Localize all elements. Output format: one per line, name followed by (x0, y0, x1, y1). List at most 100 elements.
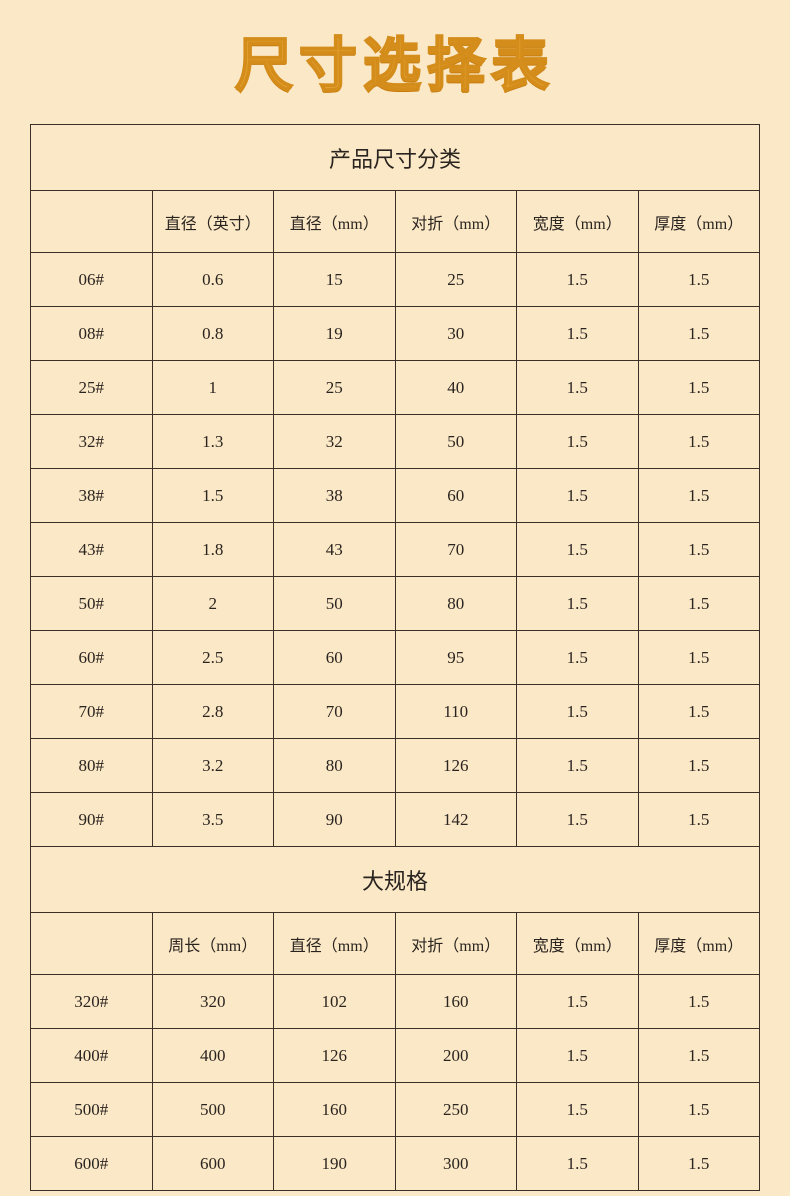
section1-columns-col-0 (31, 191, 153, 253)
section2-cell: 1.5 (638, 1029, 760, 1083)
section1-cell: 1.5 (638, 523, 760, 577)
section1-row: 25#125401.51.5 (31, 361, 760, 415)
section1-cell: 1.5 (517, 577, 639, 631)
section1-cell: 1.5 (638, 685, 760, 739)
section1-cell: 1.5 (517, 793, 639, 847)
section1-cell: 25 (395, 253, 517, 307)
section1-cell: 32 (274, 415, 396, 469)
section1-cell: 32# (31, 415, 153, 469)
section1-columns-col-5: 厚度（mm） (638, 191, 760, 253)
section2-cell: 1.5 (517, 1029, 639, 1083)
section1-cell: 1.5 (517, 685, 639, 739)
section1-cell: 1.3 (152, 415, 274, 469)
section1-columns-col-1: 直径（英寸） (152, 191, 274, 253)
section2-header-cell: 大规格 (31, 847, 760, 913)
size-table-container: 产品尺寸分类直径（英寸）直径（mm）对折（mm）宽度（mm）厚度（mm）06#0… (30, 124, 760, 1191)
section1-cell: 1.5 (638, 739, 760, 793)
section1-cell: 80 (395, 577, 517, 631)
section1-cell: 60# (31, 631, 153, 685)
section1-cell: 1.5 (638, 793, 760, 847)
section1-cell: 90 (274, 793, 396, 847)
section1-cell: 0.8 (152, 307, 274, 361)
section1-cell: 25# (31, 361, 153, 415)
section2-cell: 1.5 (638, 1137, 760, 1191)
section1-cell: 70# (31, 685, 153, 739)
section1-cell: 08# (31, 307, 153, 361)
section1-cell: 1.5 (517, 523, 639, 577)
section1-cell: 3.2 (152, 739, 274, 793)
section1-cell: 1.8 (152, 523, 274, 577)
section2-cell: 600 (152, 1137, 274, 1191)
section1-row: 43#1.843701.51.5 (31, 523, 760, 577)
section1-cell: 2.8 (152, 685, 274, 739)
section1-cell: 1.5 (638, 307, 760, 361)
section1-cell: 3.5 (152, 793, 274, 847)
section1-cell: 19 (274, 307, 396, 361)
section1-row: 32#1.332501.51.5 (31, 415, 760, 469)
section1-cell: 1 (152, 361, 274, 415)
section1-cell: 126 (395, 739, 517, 793)
section1-cell: 30 (395, 307, 517, 361)
section1-columns-col-3: 对折（mm） (395, 191, 517, 253)
section1-cell: 70 (274, 685, 396, 739)
section1-cell: 06# (31, 253, 153, 307)
section1-cell: 1.5 (517, 415, 639, 469)
section1-cell: 50# (31, 577, 153, 631)
section2-columns-col-3: 对折（mm） (395, 913, 517, 975)
section1-cell: 142 (395, 793, 517, 847)
section2-cell: 1.5 (517, 975, 639, 1029)
section2-cell: 1.5 (517, 1083, 639, 1137)
section1-cell: 80# (31, 739, 153, 793)
section2-cell: 320# (31, 975, 153, 1029)
section2-cell: 250 (395, 1083, 517, 1137)
section2-cell: 1.5 (517, 1137, 639, 1191)
section2-columns-col-0 (31, 913, 153, 975)
section1-cell: 1.5 (638, 469, 760, 523)
section1-cell: 1.5 (517, 361, 639, 415)
section1-row: 06#0.615251.51.5 (31, 253, 760, 307)
section2-header: 大规格 (31, 847, 760, 913)
section2-cell: 400 (152, 1029, 274, 1083)
page-title: 尺寸选择表 (0, 0, 790, 112)
section1-cell: 43 (274, 523, 396, 577)
section2-row: 400#4001262001.51.5 (31, 1029, 760, 1083)
section2-cell: 1.5 (638, 975, 760, 1029)
section2-columns-col-1: 周长（mm） (152, 913, 274, 975)
section2-cell: 320 (152, 975, 274, 1029)
section1-columns: 直径（英寸）直径（mm）对折（mm）宽度（mm）厚度（mm） (31, 191, 760, 253)
section1-cell: 110 (395, 685, 517, 739)
section2-cell: 500 (152, 1083, 274, 1137)
section2-columns-col-2: 直径（mm） (274, 913, 396, 975)
section1-row: 50#250801.51.5 (31, 577, 760, 631)
section1-cell: 43# (31, 523, 153, 577)
section2-cell: 1.5 (638, 1083, 760, 1137)
section1-row: 38#1.538601.51.5 (31, 469, 760, 523)
section2-cell: 300 (395, 1137, 517, 1191)
section1-columns-col-4: 宽度（mm） (517, 191, 639, 253)
section1-cell: 1.5 (517, 739, 639, 793)
section1-cell: 50 (395, 415, 517, 469)
section1-cell: 15 (274, 253, 396, 307)
section1-cell: 60 (274, 631, 396, 685)
section1-cell: 1.5 (517, 253, 639, 307)
section2-cell: 500# (31, 1083, 153, 1137)
section1-cell: 1.5 (517, 307, 639, 361)
section2-cell: 102 (274, 975, 396, 1029)
section1-cell: 50 (274, 577, 396, 631)
section1-cell: 25 (274, 361, 396, 415)
section1-cell: 0.6 (152, 253, 274, 307)
section2-cell: 160 (274, 1083, 396, 1137)
section2-cell: 200 (395, 1029, 517, 1083)
section1-header: 产品尺寸分类 (31, 125, 760, 191)
section1-cell: 1.5 (638, 577, 760, 631)
section1-row: 60#2.560951.51.5 (31, 631, 760, 685)
section1-cell: 38# (31, 469, 153, 523)
section2-row: 320#3201021601.51.5 (31, 975, 760, 1029)
section1-cell: 1.5 (638, 253, 760, 307)
section1-cell: 2.5 (152, 631, 274, 685)
section1-row: 80#3.2801261.51.5 (31, 739, 760, 793)
section1-row: 70#2.8701101.51.5 (31, 685, 760, 739)
section2-cell: 160 (395, 975, 517, 1029)
section1-cell: 95 (395, 631, 517, 685)
section2-columns-col-5: 厚度（mm） (638, 913, 760, 975)
